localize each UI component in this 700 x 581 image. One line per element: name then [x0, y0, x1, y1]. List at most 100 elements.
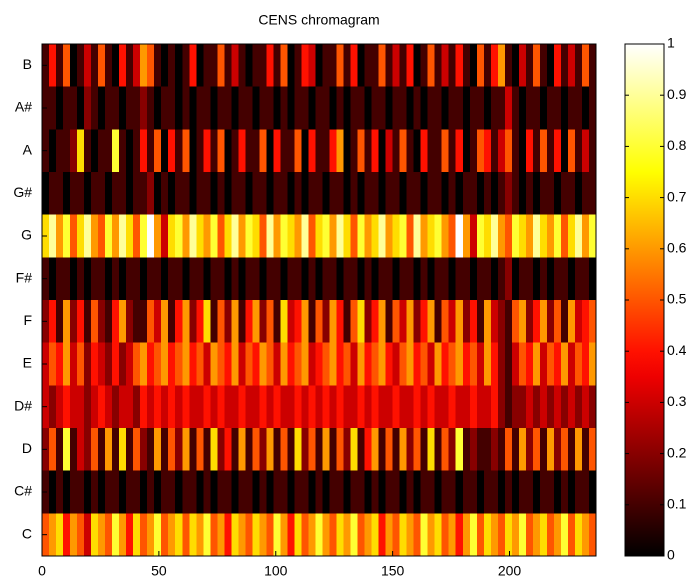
heat-cell — [196, 172, 204, 216]
heat-cell — [427, 214, 436, 258]
heat-cell — [525, 300, 534, 344]
heat-cell — [343, 257, 352, 301]
heat-cell — [238, 86, 246, 130]
heat-cell — [455, 172, 464, 216]
heat-cell — [315, 300, 324, 344]
heat-cell — [70, 470, 78, 514]
heat-cell — [322, 513, 331, 557]
heat-cell — [168, 172, 176, 216]
heat-cell — [448, 385, 457, 429]
heat-cell — [189, 214, 197, 258]
heat-cell — [203, 86, 211, 130]
heat-cell — [546, 214, 555, 258]
heat-cell — [119, 257, 127, 301]
heat-cell — [350, 385, 359, 429]
heat-cell — [462, 257, 471, 301]
heat-cell — [581, 129, 590, 173]
heatmap — [42, 44, 597, 557]
heat-cell — [350, 470, 359, 514]
heat-cell — [168, 300, 176, 344]
heat-cell — [497, 214, 506, 258]
heat-cell — [588, 257, 597, 301]
heat-cell — [63, 257, 71, 301]
colorbar-tick-label: 0.6 — [667, 240, 687, 256]
heat-cell — [581, 428, 590, 472]
heat-cell — [322, 342, 331, 386]
heat-cell — [455, 214, 464, 258]
heat-cell — [574, 214, 583, 258]
heat-cell — [392, 86, 401, 130]
heat-cell — [574, 300, 583, 344]
heat-cell — [63, 513, 71, 557]
x-tick-label: 50 — [151, 563, 167, 579]
heat-cell — [252, 86, 260, 130]
heat-cell — [301, 470, 310, 514]
heat-cell — [175, 513, 183, 557]
colorbar-tick-label: 0.2 — [667, 444, 687, 460]
y-tick-label: A — [23, 141, 33, 157]
heat-cell — [469, 300, 478, 344]
heat-cell — [70, 86, 78, 130]
heat-cell — [497, 513, 506, 557]
heat-cell — [245, 300, 253, 344]
heat-cell — [329, 172, 338, 216]
heat-cell — [105, 428, 113, 472]
heat-cell — [105, 385, 113, 429]
colorbar-tick-label: 0.5 — [667, 291, 687, 307]
heat-cell — [49, 385, 57, 429]
heat-cell — [322, 129, 331, 173]
heat-cell — [119, 428, 127, 472]
heat-cell — [434, 300, 443, 344]
heat-cell — [553, 385, 562, 429]
heat-cell — [567, 44, 576, 88]
heat-cell — [56, 385, 64, 429]
heat-cell — [546, 385, 555, 429]
heat-cell — [224, 86, 232, 130]
heat-cell — [56, 513, 64, 557]
heat-cell — [357, 513, 366, 557]
heat-cell — [560, 470, 569, 514]
heat-cell — [546, 257, 555, 301]
heat-cell — [315, 342, 324, 386]
heat-cell — [63, 172, 71, 216]
heat-cell — [98, 470, 106, 514]
heat-cell — [175, 214, 183, 258]
x-tick-label: 0 — [38, 563, 46, 579]
heat-cell — [490, 342, 499, 386]
heat-cell — [161, 172, 169, 216]
heat-cell — [434, 214, 443, 258]
heat-cell — [210, 44, 218, 88]
heat-cell — [462, 172, 471, 216]
heat-cell — [203, 513, 211, 557]
heat-cell — [441, 44, 450, 88]
heat-cell — [329, 257, 338, 301]
heat-cell — [189, 342, 197, 386]
heat-cell — [140, 385, 148, 429]
heat-cell — [238, 214, 246, 258]
heat-cell — [546, 470, 555, 514]
heat-cell — [504, 129, 513, 173]
heat-cell — [238, 129, 246, 173]
heat-cell — [112, 342, 120, 386]
heat-cell — [168, 129, 176, 173]
heat-cell — [525, 257, 534, 301]
heat-cell — [518, 44, 527, 88]
heat-cell — [266, 172, 275, 216]
heat-cell — [329, 214, 338, 258]
heat-cell — [588, 470, 597, 514]
heat-cell — [189, 470, 197, 514]
heat-cell — [196, 470, 204, 514]
heat-cell — [518, 300, 527, 344]
heat-cell — [350, 129, 359, 173]
heat-cell — [133, 513, 141, 557]
heat-cell — [217, 385, 225, 429]
heat-cell — [259, 44, 268, 88]
heat-cell — [371, 428, 380, 472]
heat-cell — [399, 342, 408, 386]
heat-cell — [147, 513, 155, 557]
heat-cell — [119, 385, 127, 429]
heat-cell — [378, 257, 387, 301]
heat-cell — [378, 470, 387, 514]
heat-cell — [539, 428, 548, 472]
heat-cell — [357, 214, 366, 258]
